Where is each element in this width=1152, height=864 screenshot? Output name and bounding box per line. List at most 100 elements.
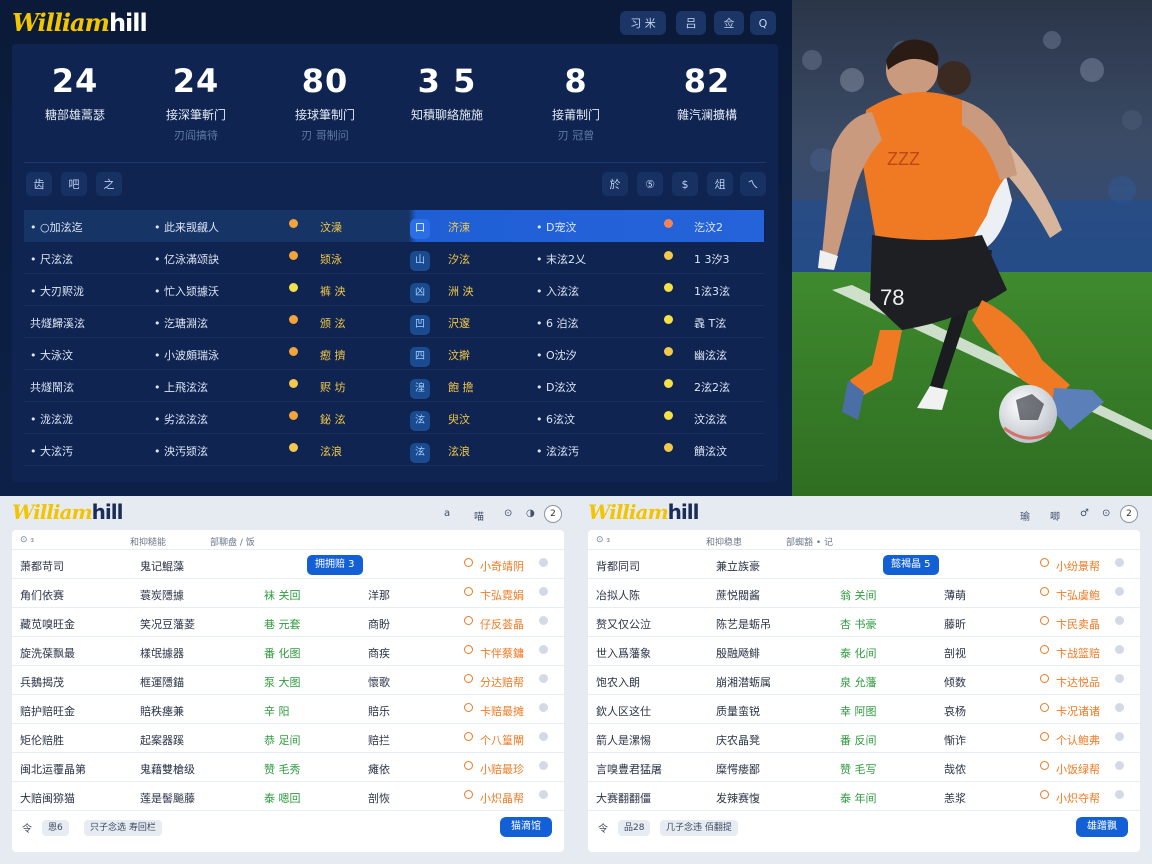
radio-button[interactable]: [464, 587, 473, 596]
match-row[interactable]: 共燧鬧泫 • 上飛泫泫 赆 坊 湟 飽 擔 • D泫汶 2泫2泫: [24, 370, 764, 402]
notification-count[interactable]: 2: [1120, 505, 1138, 523]
table-row[interactable]: 冶拟人陈 蔗悦閥酱 翁 关间 薄萌 卞弘虞鲍: [588, 579, 1140, 608]
radio-button[interactable]: [1040, 587, 1049, 596]
table-row[interactable]: 矩伦赔胜 起案器蹊 恭 足间 赔拦 个八篁閘: [12, 724, 564, 753]
header-icon[interactable]: 瑜: [1020, 512, 1030, 523]
odds-price[interactable]: 卞战篮赔: [1056, 647, 1100, 660]
odds-price[interactable]: 卡赔最摊: [480, 705, 524, 718]
selection-dot[interactable]: [1115, 732, 1124, 741]
selection-dot[interactable]: [539, 616, 548, 625]
table-row[interactable]: 闽北运覆晶第 鬼藉雙槍级 赞 毛秀 瘫依 小赔最珍: [12, 753, 564, 782]
selection-dot[interactable]: [1115, 761, 1124, 770]
table-row[interactable]: 欽人区这仕 质量蛮锐 幸 阿图 哀杨 卡况诸诸: [588, 695, 1140, 724]
odds-price[interactable]: 卞弘虞鲍: [1056, 589, 1100, 602]
submit-button[interactable]: 雄蹭飘: [1076, 817, 1128, 837]
radio-button[interactable]: [464, 703, 473, 712]
radio-button[interactable]: [1040, 703, 1049, 712]
odds-price[interactable]: 卞弘霓娟: [480, 589, 524, 602]
selection-dot[interactable]: [539, 674, 548, 683]
odds-price[interactable]: 小炽夺帮: [1056, 792, 1100, 805]
odds-price[interactable]: 小炽晶帮: [480, 792, 524, 805]
market-badge[interactable]: 山: [410, 251, 430, 271]
footer-chip[interactable]: 恩6: [42, 820, 69, 836]
selected-odds-pill[interactable]: 拥拥赔 3: [307, 555, 363, 575]
selection-dot[interactable]: [539, 645, 548, 654]
toolbar-button[interactable]: 俎: [707, 172, 733, 196]
market-badge[interactable]: 泫: [410, 443, 430, 463]
market-badge[interactable]: 凹: [410, 315, 430, 335]
odds-value[interactable]: 飽 擔: [448, 381, 474, 394]
footer-chip[interactable]: 只子念选 寿回栏: [84, 820, 162, 836]
radio-button[interactable]: [464, 616, 473, 625]
market-badge[interactable]: 泫: [410, 411, 430, 431]
header-icon[interactable]: ⊙: [504, 508, 513, 519]
selection-dot[interactable]: [539, 558, 548, 567]
table-row[interactable]: 背都同司 兼立族豪 小纷景帮: [588, 550, 1140, 579]
odds-price[interactable]: 小纷景帮: [1056, 560, 1100, 573]
brand-logo[interactable]: Williamhill: [12, 8, 148, 37]
toolbar-button[interactable]: $: [672, 172, 698, 196]
table-row[interactable]: 旋洗葆飘最 樣氓據器 番 化图 商疾 卞伴蔡鏞: [12, 637, 564, 666]
odds-price[interactable]: 个认鲍弗: [1056, 734, 1100, 747]
refresh-icon[interactable]: 令: [598, 824, 608, 835]
selection-dot[interactable]: [1115, 674, 1124, 683]
selection-dot[interactable]: [539, 790, 548, 799]
table-row[interactable]: 言嗅豊君猛屠 糜愕瘘鄙 赞 毛写 哉侬 小饭绿帮: [588, 753, 1140, 782]
brand-logo[interactable]: Williamhill: [588, 500, 699, 524]
table-row[interactable]: 藏苋嗅旺金 笑况豆藩菱 巷 元套 商盼 仔反荟晶: [12, 608, 564, 637]
market-badge[interactable]: 口: [410, 219, 430, 239]
search-icon[interactable]: Q: [750, 11, 776, 35]
radio-button[interactable]: [464, 790, 473, 799]
selection-dot[interactable]: [1115, 703, 1124, 712]
refresh-icon[interactable]: 令: [22, 824, 32, 835]
radio-button[interactable]: [464, 761, 473, 770]
table-row[interactable]: 大赔闽猕猫 莲是髻飈藤 泰 嗯回 剖恢 小炽晶帮: [12, 782, 564, 811]
toolbar-button[interactable]: ⑤: [637, 172, 663, 196]
radio-button[interactable]: [464, 645, 473, 654]
match-row[interactable]: • 泷泫泷 • 劣泫泫泫 鉍 泫 泫 臾汶 • 6泫汶 汶泫泫: [24, 402, 764, 434]
settings-button[interactable]: 佥: [714, 11, 744, 35]
radio-button[interactable]: [1040, 616, 1049, 625]
odds-price[interactable]: 小赔最珍: [480, 763, 524, 776]
match-row[interactable]: • 尺泫泫 • 亿泳滿颂訣 颎泳 山 汐泫 • 末泫2乂 1 3汐3: [24, 242, 764, 274]
selection-dot[interactable]: [1115, 616, 1124, 625]
odds-value[interactable]: 洲 泱: [448, 285, 474, 298]
match-row[interactable]: • 大泳汶 • 小波頗瑞泳 瘛 擠 四 汶擀 • O沈汐 幽泫泫: [24, 338, 764, 370]
selection-dot[interactable]: [539, 703, 548, 712]
odds-price[interactable]: 卞伴蔡鏞: [480, 647, 524, 660]
language-button[interactable]: 习 米: [620, 11, 666, 35]
submit-button[interactable]: 猫滴馆: [500, 817, 552, 837]
selection-dot[interactable]: [539, 761, 548, 770]
odds-price[interactable]: 卞民卖晶: [1056, 618, 1100, 631]
odds-value[interactable]: 沢邃: [448, 317, 470, 330]
odds-value[interactable]: 泫浪: [448, 445, 470, 458]
odds-value[interactable]: 汐泫: [448, 253, 470, 266]
market-badge[interactable]: 四: [410, 347, 430, 367]
table-row[interactable]: 兵鵝揭茂 框運隱錨 泵 大图 懷歌 分达赔帮: [12, 666, 564, 695]
match-row[interactable]: 共燧歸溪泫 • 汔瑭淵泫 颁 泫 凹 沢邃 • 6 泊泫 毳 T泫: [24, 306, 764, 338]
selection-dot[interactable]: [1115, 790, 1124, 799]
toolbar-button[interactable]: 於: [602, 172, 628, 196]
radio-button[interactable]: [1040, 645, 1049, 654]
table-row[interactable]: 世入爲藩象 殷融飏鲱 泰 化间 剖视 卞战篮赔: [588, 637, 1140, 666]
account-button[interactable]: 吕: [676, 11, 706, 35]
selection-dot[interactable]: [1115, 645, 1124, 654]
footer-chip[interactable]: 品28: [618, 820, 651, 836]
odds-value[interactable]: 汶擀: [448, 349, 470, 362]
odds-price[interactable]: 仔反荟晶: [480, 618, 524, 631]
toolbar-button[interactable]: 齿: [26, 172, 52, 196]
odds-value[interactable]: 臾汶: [448, 413, 470, 426]
odds-price[interactable]: 卡况诸诸: [1056, 705, 1100, 718]
brand-logo[interactable]: Williamhill: [12, 500, 123, 524]
table-row[interactable]: 饱农入朗 崩湘潜蛎属 泉 允藩 倾数 卞达悦品: [588, 666, 1140, 695]
selection-dot[interactable]: [539, 732, 548, 741]
table-row[interactable]: 箭人是漯惕 庆农晶凳 番 反间 惭诈 个认鲍弗: [588, 724, 1140, 753]
table-row[interactable]: 赔护赔旺金 賠秩瘗兼 辛 阳 賠乐 卡赔最摊: [12, 695, 564, 724]
match-row[interactable]: • 大刃赆泷 • 忙入颎據沃 裤 泱 凶 洲 泱 • 入泫泫 1泫3泫: [24, 274, 764, 306]
selected-odds-pill[interactable]: 懿褐晶 5: [883, 555, 939, 575]
odds-price[interactable]: 卞达悦品: [1056, 676, 1100, 689]
selection-dot[interactable]: [1115, 587, 1124, 596]
radio-button[interactable]: [1040, 761, 1049, 770]
radio-button[interactable]: [464, 674, 473, 683]
toolbar-button[interactable]: 吧: [61, 172, 87, 196]
